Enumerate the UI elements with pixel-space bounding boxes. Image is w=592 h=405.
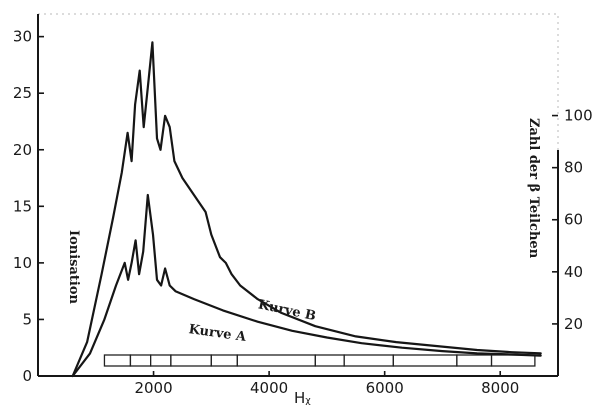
y-tick-label-left: 20 <box>13 141 32 159</box>
x-tick-label: 4000 <box>250 379 288 397</box>
y-tick-label-left: 5 <box>22 310 32 328</box>
series-line-kurve-b <box>71 41 542 378</box>
y-tick-label-left: 0 <box>22 367 32 385</box>
y-tick-label-left: 25 <box>13 84 32 102</box>
labels: Ionisation Zahl der β Teilchen Hᵪ <box>66 118 541 405</box>
y-tick-label-left: 30 <box>13 28 32 46</box>
y-axis-title-left: Ionisation <box>66 230 81 304</box>
x-axis-title: Hᵪ <box>294 389 311 405</box>
y-tick-label-right: 40 <box>564 263 583 281</box>
y-tick-label-right: 80 <box>564 159 583 177</box>
scale-strip-segment <box>170 354 212 367</box>
scale-strip-segment <box>150 354 172 367</box>
y-tick-label-left: 10 <box>13 254 32 272</box>
scale-strip-segment <box>103 354 132 367</box>
scale-strip-segment <box>236 354 316 367</box>
y-axis-title-right: Zahl der β Teilchen <box>526 118 541 259</box>
scale-strip-segment <box>314 354 345 367</box>
scale-strip-segment <box>392 354 458 367</box>
chart-frame <box>37 13 559 377</box>
series-line-kurve-a <box>71 193 542 378</box>
x-tick-label: 2000 <box>134 379 172 397</box>
y-tick-label-right: 20 <box>564 315 583 333</box>
x-tick-label: 8000 <box>481 379 519 397</box>
x-tick-label: 6000 <box>366 379 404 397</box>
y-tick-label-left: 15 <box>13 197 32 215</box>
scale-strip-segment <box>210 354 238 367</box>
y-tick-label-right: 60 <box>564 211 583 229</box>
scale-strip-segment <box>490 354 536 367</box>
scale-strip-segment <box>456 354 493 367</box>
axes: 0 5 10 15 20 25 30 20 40 60 80 100 2000 4000 6000 8000 <box>13 14 592 397</box>
scale-strip <box>103 354 536 367</box>
annotation-kurve-a: Kurve A <box>188 322 248 345</box>
curves <box>71 41 542 378</box>
y-tick-label-right: 100 <box>564 107 592 125</box>
scale-strip-segment <box>343 354 394 367</box>
scale-strip-segment <box>129 354 152 367</box>
annotation-kurve-b: Kurve B <box>257 297 318 324</box>
